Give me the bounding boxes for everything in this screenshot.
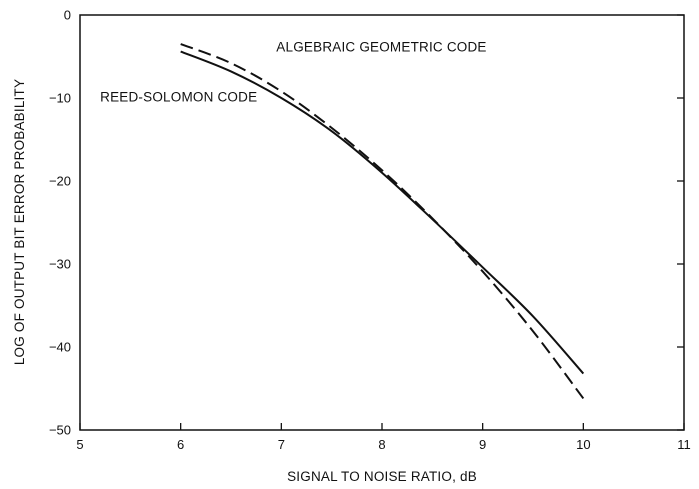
y-tick-label: −40 bbox=[49, 340, 71, 355]
x-tick-label: 5 bbox=[76, 437, 83, 452]
tick-labels: 5 6 7 8 9 10 11 0 −10 −20 −30 −40 −50 bbox=[49, 8, 691, 453]
y-axis-title: LOG OF OUTPUT BIT ERROR PROBABILITY bbox=[12, 79, 27, 365]
x-tick-label: 11 bbox=[677, 437, 691, 452]
y-tick-label: −50 bbox=[49, 423, 71, 438]
ticks bbox=[79, 14, 685, 431]
y-tick-label: 0 bbox=[64, 8, 71, 23]
series-group bbox=[180, 43, 585, 400]
annotation-reed-solomon-code: REED-SOLOMON CODE bbox=[100, 89, 257, 104]
y-tick-label: −20 bbox=[49, 174, 71, 189]
plot-frame bbox=[79, 14, 685, 431]
series-algebraic-geometric-line bbox=[180, 43, 585, 400]
x-tick-label: 7 bbox=[278, 437, 285, 452]
series-reed-solomon-line bbox=[180, 50, 585, 375]
x-tick-label: 8 bbox=[378, 437, 385, 452]
y-tick-label: −30 bbox=[49, 257, 71, 272]
x-tick-label: 10 bbox=[576, 437, 590, 452]
x-tick-label: 9 bbox=[479, 437, 486, 452]
x-axis-title: SIGNAL TO NOISE RATIO, dB bbox=[287, 469, 477, 484]
y-tick-label: −10 bbox=[49, 91, 71, 106]
annotations: ALGEBRAIC GEOMETRIC CODE REED-SOLOMON COD… bbox=[100, 40, 486, 105]
x-tick-label: 6 bbox=[177, 437, 184, 452]
annotation-algebraic-geometric-code: ALGEBRAIC GEOMETRIC CODE bbox=[276, 40, 486, 55]
